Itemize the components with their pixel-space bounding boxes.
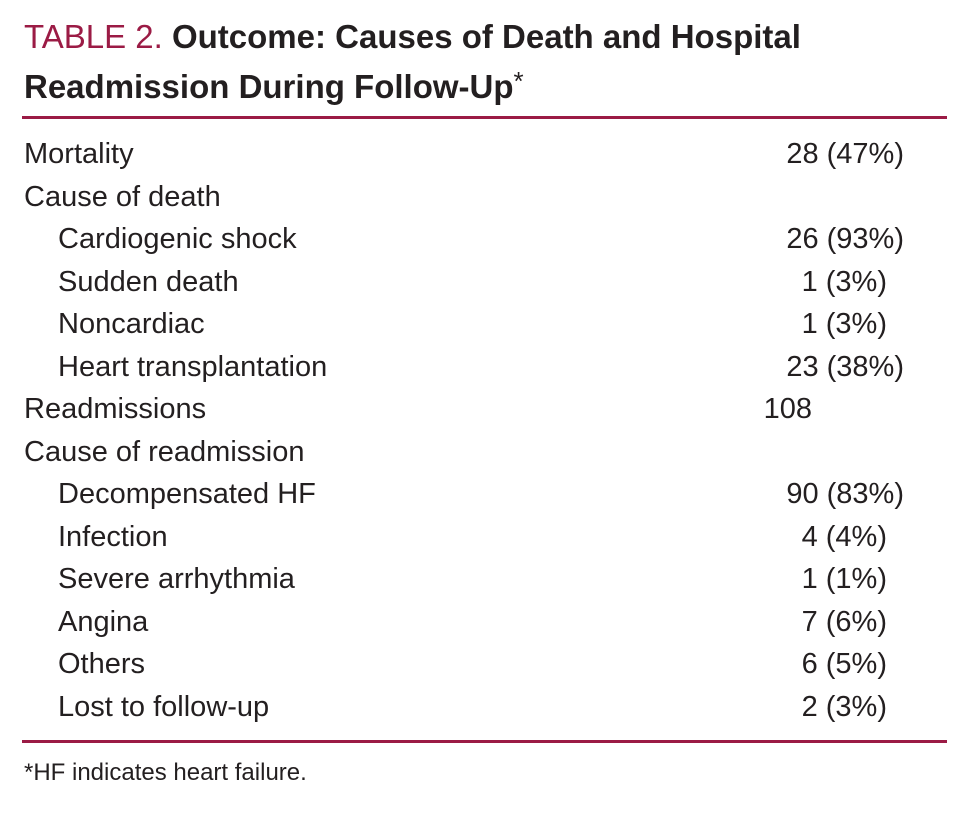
footnote-marker: *: [513, 66, 524, 96]
row-label: Sudden death: [58, 265, 239, 298]
row-value: 108: [763, 393, 812, 425]
table-row-angina: Angina 7 (6%): [0, 601, 977, 644]
row-label: Heart transplantation: [58, 350, 328, 383]
row-label: Readmissions: [24, 393, 207, 425]
row-value: 90 (83%): [786, 478, 904, 510]
row-value: 1 (3%): [801, 308, 887, 340]
row-label: Severe arrhythmia: [58, 563, 295, 595]
row-value: 7 (6%): [801, 605, 887, 638]
table-row-severe-arrhythmia: Severe arrhythmia 1 (1%): [0, 558, 977, 601]
outcome-table: Mortality 28 (47%) Cause of death Cardio…: [0, 133, 977, 728]
table-row-noncardiac: Noncardiac 1 (3%): [0, 303, 977, 346]
row-value: 23 (38%): [786, 350, 904, 383]
table-row-cardiogenic-shock: Cardiogenic shock 26 (93%): [0, 218, 977, 261]
table-row-cause-of-death: Cause of death: [0, 176, 977, 219]
table-row-cause-of-readmission: Cause of readmission: [0, 431, 977, 474]
row-label: Noncardiac: [58, 308, 205, 340]
row-label: Cause of readmission: [24, 435, 305, 468]
table-row-heart-transplantation: Heart transplantation 23 (38%): [0, 346, 977, 389]
row-label: Lost to follow-up: [58, 690, 270, 723]
row-value: 1 (3%): [801, 265, 887, 298]
table-row-readmissions: Readmissions 108: [0, 388, 977, 431]
row-value: 6 (5%): [801, 648, 887, 680]
row-label: Angina: [58, 605, 149, 638]
row-value: 1 (1%): [801, 563, 887, 595]
row-label: Cardiogenic shock: [58, 223, 297, 255]
table-title-text: Outcome: Causes of Death and Hospital Re…: [24, 18, 801, 105]
table-row-sudden-death: Sudden death 1 (3%): [0, 261, 977, 304]
row-label: Mortality: [24, 138, 134, 170]
table-row-decompensated-hf: Decompensated HF 90 (83%): [0, 473, 977, 516]
table-title: TABLE 2. Outcome: Causes of Death and Ho…: [24, 14, 954, 109]
table-number: TABLE 2.: [24, 18, 163, 55]
top-rule: [22, 116, 947, 119]
table-row-lost-to-follow-up: Lost to follow-up 2 (3%): [0, 686, 977, 729]
table-row-mortality: Mortality 28 (47%): [0, 133, 977, 176]
row-value: 26 (93%): [786, 223, 904, 255]
bottom-rule: [22, 740, 947, 743]
row-value: 2 (3%): [801, 690, 887, 723]
row-value: 28 (47%): [786, 138, 904, 170]
table-footnote: *HF indicates heart failure.: [24, 759, 307, 786]
row-value: 4 (4%): [801, 520, 887, 553]
row-label: Infection: [58, 520, 168, 553]
row-label: Cause of death: [24, 180, 221, 213]
row-label: Decompensated HF: [58, 478, 316, 510]
table-row-infection: Infection 4 (4%): [0, 516, 977, 559]
row-label: Others: [58, 648, 146, 680]
table-row-others: Others 6 (5%): [0, 643, 977, 686]
